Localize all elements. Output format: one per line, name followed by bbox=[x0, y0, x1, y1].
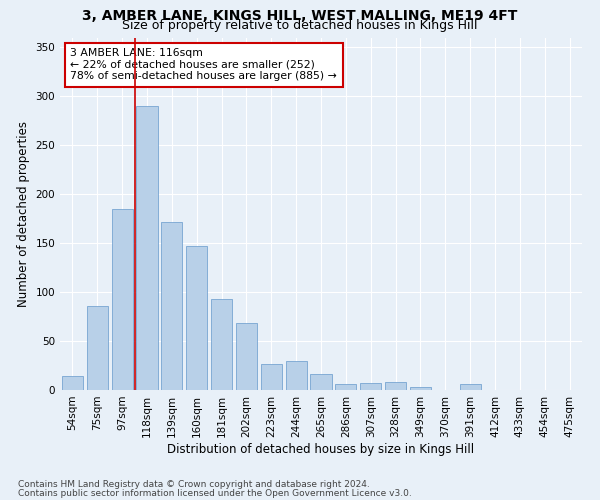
Text: Size of property relative to detached houses in Kings Hill: Size of property relative to detached ho… bbox=[122, 19, 478, 32]
Bar bbox=[310, 374, 332, 390]
Y-axis label: Number of detached properties: Number of detached properties bbox=[17, 120, 30, 306]
Bar bbox=[62, 376, 83, 390]
Bar bbox=[385, 382, 406, 390]
Text: 3, AMBER LANE, KINGS HILL, WEST MALLING, ME19 4FT: 3, AMBER LANE, KINGS HILL, WEST MALLING,… bbox=[82, 9, 518, 23]
Text: Contains HM Land Registry data © Crown copyright and database right 2024.: Contains HM Land Registry data © Crown c… bbox=[18, 480, 370, 489]
Text: Contains public sector information licensed under the Open Government Licence v3: Contains public sector information licen… bbox=[18, 489, 412, 498]
Bar bbox=[410, 387, 431, 390]
Bar bbox=[87, 306, 108, 390]
Bar bbox=[236, 324, 257, 390]
Bar bbox=[161, 222, 182, 390]
Bar bbox=[286, 360, 307, 390]
Bar bbox=[211, 299, 232, 390]
Bar bbox=[335, 384, 356, 390]
Bar bbox=[360, 383, 381, 390]
Bar bbox=[112, 209, 133, 390]
Bar bbox=[136, 106, 158, 390]
X-axis label: Distribution of detached houses by size in Kings Hill: Distribution of detached houses by size … bbox=[167, 442, 475, 456]
Bar bbox=[460, 384, 481, 390]
Bar bbox=[261, 364, 282, 390]
Bar bbox=[186, 246, 207, 390]
Text: 3 AMBER LANE: 116sqm
← 22% of detached houses are smaller (252)
78% of semi-deta: 3 AMBER LANE: 116sqm ← 22% of detached h… bbox=[70, 48, 337, 82]
